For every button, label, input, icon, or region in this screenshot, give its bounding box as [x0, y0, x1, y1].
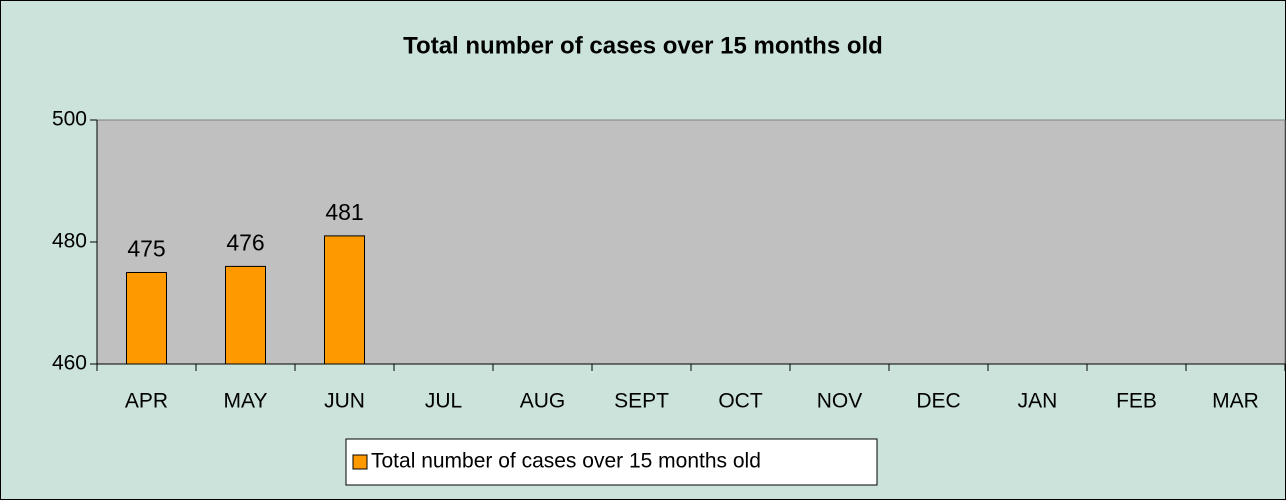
data-label: 476 [226, 229, 264, 255]
y-tick-label: 500 [52, 108, 87, 131]
chart-title: Total number of cases over 15 months old [403, 32, 883, 59]
x-tick-label: AUG [520, 390, 566, 413]
legend-swatch [352, 454, 368, 470]
x-tick-label: JUL [425, 390, 462, 413]
x-tick-label: SEPT [614, 390, 669, 413]
x-tick-label: FEB [1116, 390, 1157, 413]
data-label: 475 [127, 236, 165, 262]
legend-box [345, 438, 878, 486]
x-tick-label: DEC [916, 390, 960, 413]
y-tick-label: 480 [52, 230, 87, 253]
legend-label: Total number of cases over 15 months old [371, 450, 761, 473]
x-tick-label: OCT [718, 390, 763, 413]
x-tick-label: JAN [1018, 390, 1058, 413]
x-tick-label: APR [125, 390, 168, 413]
x-tick-label: MAY [224, 390, 268, 413]
bar [324, 235, 365, 365]
y-tick-label: 460 [52, 352, 87, 375]
bar [126, 272, 167, 365]
data-label: 481 [325, 199, 363, 225]
bar [225, 265, 266, 365]
x-tick-label: JUN [324, 390, 365, 413]
x-tick-label: NOV [817, 390, 863, 413]
x-tick-label: MAR [1212, 390, 1259, 413]
plot-area [96, 119, 1286, 365]
